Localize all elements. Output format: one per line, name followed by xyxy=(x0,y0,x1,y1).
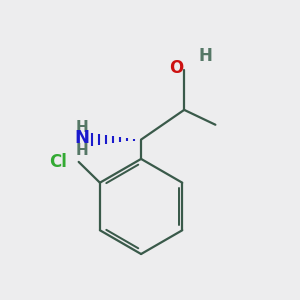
Text: H: H xyxy=(198,47,212,65)
Text: H: H xyxy=(75,142,88,158)
Text: H: H xyxy=(75,120,88,135)
Text: Cl: Cl xyxy=(49,153,67,171)
Text: O: O xyxy=(169,59,184,77)
Text: N: N xyxy=(74,129,89,147)
